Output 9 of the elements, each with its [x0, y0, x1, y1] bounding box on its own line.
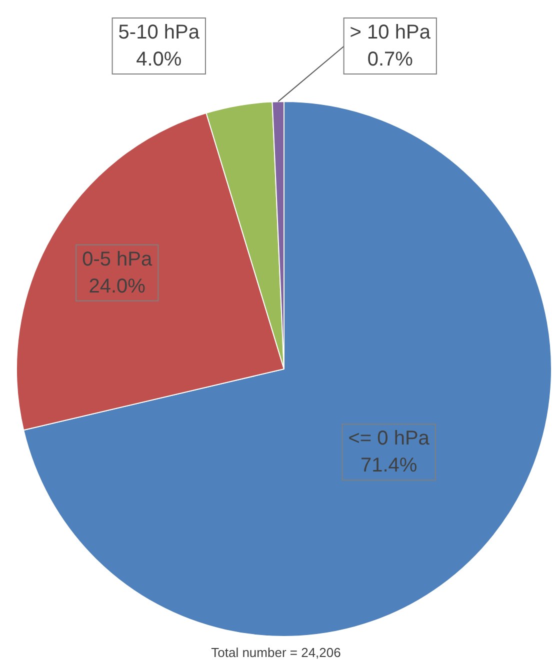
- data-label: 71.4%: [360, 454, 418, 477]
- data-label: 4.0%: [136, 48, 182, 71]
- data-label: 0.7%: [367, 48, 414, 71]
- slice-label: 5-10 hPa: [118, 22, 200, 44]
- slice-label: 0-5 hPa: [82, 248, 153, 270]
- text: Total number = 24,206: [210, 645, 342, 660]
- data-label: 24.0%: [88, 275, 146, 298]
- slice-label: <= 0 hPa: [348, 428, 430, 450]
- slice-label: > 10 hPa: [350, 22, 432, 44]
